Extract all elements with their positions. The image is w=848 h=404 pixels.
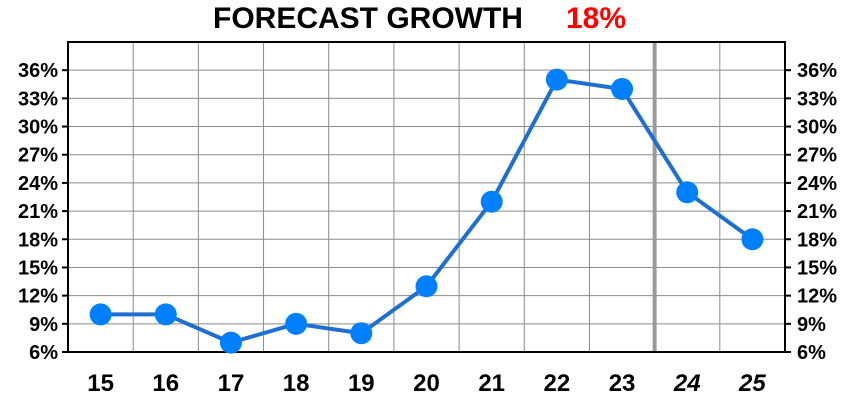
- y-tick-label-left: 36%: [18, 60, 58, 82]
- data-point: [611, 77, 634, 100]
- y-tick-label-right: 21%: [797, 201, 837, 223]
- x-tick-label: 19: [348, 370, 375, 397]
- y-tick-label-left: 30%: [18, 117, 58, 139]
- y-tick-label-left: 21%: [18, 201, 58, 223]
- data-point: [415, 275, 438, 298]
- x-tick-label: 23: [609, 370, 636, 397]
- x-tick-label: 15: [87, 370, 114, 397]
- data-point: [154, 303, 177, 326]
- data-point: [676, 181, 699, 204]
- series: [89, 68, 764, 354]
- y-tick-label-right: 18%: [797, 229, 837, 251]
- data-point: [89, 303, 112, 326]
- y-axis-right-ticks: 6% 9% 12% 15% 18% 21% 24% 27% 30% 33% 36%: [785, 60, 837, 364]
- x-tick-label: 20: [413, 370, 440, 397]
- y-tick-label-left: 12%: [18, 286, 58, 308]
- y-tick-label-left: 6%: [29, 342, 58, 364]
- data-point: [350, 322, 373, 345]
- y-tick-label-left: 27%: [18, 145, 58, 167]
- y-tick-label-right: 24%: [797, 173, 837, 195]
- y-tick-label-right: 6%: [797, 342, 826, 364]
- x-tick-label: 17: [218, 370, 245, 397]
- y-tick-label-right: 9%: [797, 314, 826, 336]
- x-tick-label: 18: [283, 370, 310, 397]
- data-point: [285, 312, 308, 335]
- axes: [67, 41, 786, 353]
- chart-title-highlight: 18%: [566, 2, 626, 35]
- x-tick-label: 25: [738, 370, 766, 397]
- chart-title: FORECAST GROWTH: [213, 2, 523, 35]
- x-tick-label: 21: [478, 370, 505, 397]
- data-point: [741, 228, 764, 251]
- y-tick-label-right: 36%: [797, 60, 837, 82]
- y-tick-label-right: 30%: [797, 117, 837, 139]
- y-tick-label-right: 27%: [797, 145, 837, 167]
- y-tick-label-left: 18%: [18, 229, 58, 251]
- y-tick-label-right: 12%: [797, 286, 837, 308]
- y-tick-label-left: 33%: [18, 88, 58, 110]
- x-tick-label: 24: [673, 370, 701, 397]
- y-tick-label-right: 33%: [797, 88, 837, 110]
- y-tick-label-left: 9%: [29, 314, 58, 336]
- y-tick-label-left: 15%: [18, 257, 58, 279]
- data-point: [545, 68, 568, 91]
- y-tick-label-right: 15%: [797, 257, 837, 279]
- data-point: [219, 331, 242, 354]
- y-axis-left-ticks: 6% 9% 12% 15% 18% 21% 24% 27% 30% 33% 36%: [18, 60, 68, 364]
- plot-frame: [67, 41, 786, 353]
- y-tick-label-left: 24%: [18, 173, 58, 195]
- x-tick-label: 16: [152, 370, 179, 397]
- x-tick-label: 22: [544, 370, 571, 397]
- x-axis-ticks: 15 16 17 18 19 20 21 22 23 24 25: [87, 370, 766, 397]
- data-point: [480, 190, 503, 213]
